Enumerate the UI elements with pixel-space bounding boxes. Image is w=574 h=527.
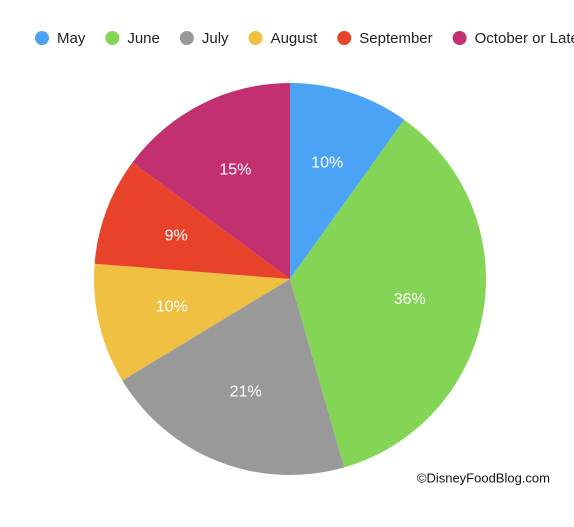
value-label: 9% <box>165 228 188 245</box>
credit: ©DisneyFoodBlog.com <box>417 470 550 485</box>
legend-marker <box>105 31 120 45</box>
legend-marker <box>248 31 263 45</box>
legend-marker <box>337 31 352 45</box>
legend-label: June <box>127 30 160 47</box>
value-label: 21% <box>230 383 262 400</box>
legend-label: September <box>359 30 432 47</box>
pie-slice <box>290 119 487 468</box>
pie-slice <box>132 82 290 279</box>
value-label: 15% <box>219 162 251 179</box>
pie-slice <box>94 263 290 381</box>
pie-slice <box>290 83 405 279</box>
legend-label: August <box>271 30 319 47</box>
value-label: 10% <box>311 155 343 172</box>
legend-label: May <box>57 30 86 47</box>
legend-label: October or Later <box>475 30 574 47</box>
pie-slice <box>122 279 345 475</box>
legend-marker <box>179 31 194 45</box>
pie-slice <box>94 162 290 279</box>
legend-label: July <box>202 30 229 47</box>
legend-marker <box>35 31 49 45</box>
value-label: 10% <box>156 298 188 315</box>
value-label: 36% <box>394 291 426 308</box>
legend-marker <box>452 31 467 45</box>
